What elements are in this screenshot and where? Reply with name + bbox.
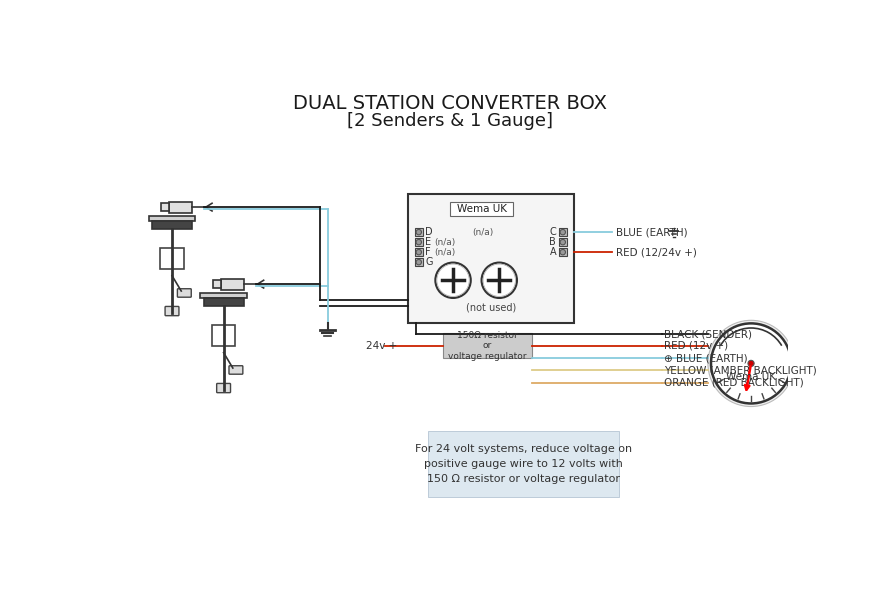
Text: D: D — [424, 227, 432, 237]
FancyBboxPatch shape — [443, 333, 531, 358]
FancyBboxPatch shape — [160, 248, 183, 270]
Circle shape — [707, 320, 794, 406]
Text: (n/a): (n/a) — [434, 248, 455, 257]
Circle shape — [437, 264, 468, 297]
Text: (not used): (not used) — [465, 303, 516, 313]
FancyBboxPatch shape — [203, 298, 243, 306]
Text: F: F — [424, 247, 431, 257]
FancyBboxPatch shape — [212, 280, 220, 288]
FancyBboxPatch shape — [558, 248, 567, 256]
Text: 150Ω resistor
or
voltage regulator: 150Ω resistor or voltage regulator — [447, 331, 526, 361]
Circle shape — [560, 239, 565, 245]
FancyBboxPatch shape — [212, 325, 235, 347]
FancyBboxPatch shape — [558, 238, 567, 247]
Text: (n/a): (n/a) — [434, 238, 455, 247]
FancyBboxPatch shape — [220, 279, 243, 289]
FancyBboxPatch shape — [414, 248, 423, 256]
FancyBboxPatch shape — [414, 258, 423, 267]
Circle shape — [560, 229, 565, 235]
Circle shape — [416, 239, 421, 245]
FancyBboxPatch shape — [450, 203, 512, 216]
Text: Wema UK: Wema UK — [456, 204, 506, 215]
Text: BLACK (SENDER): BLACK (SENDER) — [663, 329, 752, 339]
Text: For 24 volt systems, reduce voltage on
positive gauge wire to 12 volts with
150 : For 24 volt systems, reduce voltage on p… — [415, 444, 631, 484]
Text: RED (12/24v +): RED (12/24v +) — [615, 247, 695, 257]
Text: RED (12v +): RED (12v +) — [663, 341, 727, 351]
Text: 24v +: 24v + — [366, 341, 396, 351]
Circle shape — [416, 259, 421, 265]
FancyBboxPatch shape — [168, 202, 192, 212]
Text: Wema UK: Wema UK — [725, 372, 775, 382]
Text: B: B — [549, 237, 556, 247]
Text: C: C — [549, 227, 556, 237]
Circle shape — [416, 229, 421, 235]
FancyBboxPatch shape — [217, 384, 231, 393]
FancyBboxPatch shape — [165, 306, 179, 316]
Text: BLUE (EARTH): BLUE (EARTH) — [615, 227, 687, 237]
Circle shape — [435, 262, 470, 298]
Text: YELLOW (AMBER BACKLIGHT): YELLOW (AMBER BACKLIGHT) — [663, 365, 816, 375]
FancyBboxPatch shape — [414, 228, 423, 236]
Circle shape — [416, 250, 421, 255]
Text: E: E — [424, 237, 431, 247]
FancyBboxPatch shape — [558, 228, 567, 236]
Text: ⊕ BLUE (EARTH): ⊕ BLUE (EARTH) — [663, 353, 747, 363]
Circle shape — [560, 250, 565, 255]
FancyBboxPatch shape — [161, 203, 168, 211]
Text: A: A — [549, 247, 556, 257]
FancyBboxPatch shape — [428, 431, 618, 497]
Text: (n/a): (n/a) — [472, 228, 493, 236]
FancyBboxPatch shape — [177, 289, 191, 297]
Text: G: G — [424, 257, 432, 267]
Circle shape — [481, 262, 517, 298]
Circle shape — [482, 264, 515, 297]
FancyBboxPatch shape — [149, 216, 195, 221]
Text: ORANGE (RED BACKLIGHT): ORANGE (RED BACKLIGHT) — [663, 377, 802, 388]
Circle shape — [710, 323, 790, 403]
Text: DUAL STATION CONVERTER BOX: DUAL STATION CONVERTER BOX — [293, 94, 606, 113]
FancyBboxPatch shape — [408, 194, 574, 323]
FancyBboxPatch shape — [414, 238, 423, 247]
Circle shape — [747, 361, 753, 367]
FancyBboxPatch shape — [152, 221, 192, 229]
Text: [2 Senders & 1 Gauge]: [2 Senders & 1 Gauge] — [346, 112, 553, 130]
FancyBboxPatch shape — [229, 366, 243, 374]
FancyBboxPatch shape — [200, 292, 246, 298]
